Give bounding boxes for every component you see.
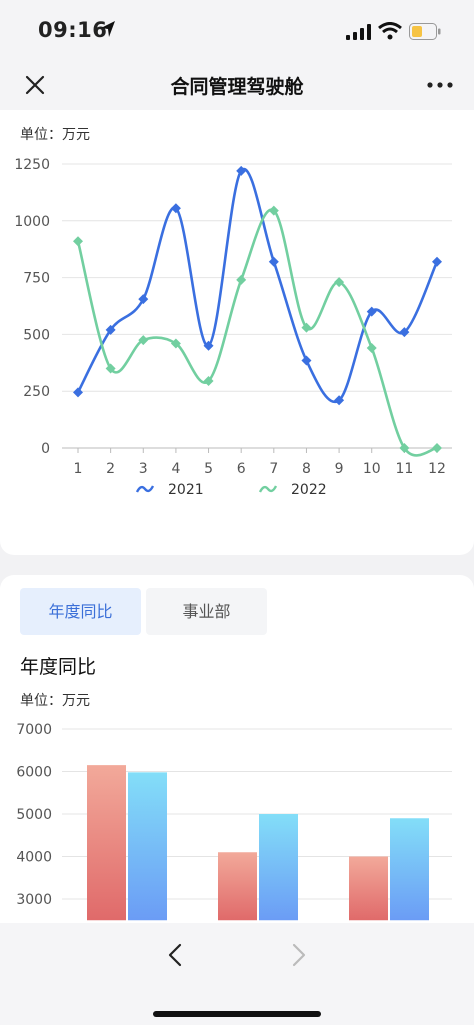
x-tick-label: 2 — [106, 461, 115, 477]
data-point — [138, 335, 149, 346]
more-dots-icon[interactable] — [426, 74, 454, 96]
legend-label: 2021 — [168, 482, 204, 498]
bar — [218, 852, 257, 921]
data-point — [334, 277, 345, 288]
data-point — [301, 355, 312, 366]
y-tick-label: 500 — [23, 327, 50, 343]
chevron-left-icon[interactable] — [160, 939, 192, 971]
x-tick-label: 11 — [395, 461, 413, 477]
data-point — [334, 395, 345, 406]
data-point — [432, 443, 442, 453]
close-icon[interactable] — [22, 72, 48, 98]
location-arrow-icon — [101, 21, 115, 37]
x-tick-label: 12 — [428, 461, 446, 477]
y-tick-label: 250 — [23, 384, 50, 400]
data-point — [203, 340, 214, 351]
tab-business-unit[interactable]: 事业部 — [146, 588, 267, 635]
y-tick-label: 0 — [41, 441, 50, 457]
data-point — [236, 274, 247, 285]
x-tick-label: 5 — [204, 461, 213, 477]
data-point — [105, 363, 116, 374]
data-point — [366, 306, 377, 317]
y-tick-label: 1250 — [14, 157, 50, 173]
page-title: 合同管理驾驶舱 — [170, 76, 304, 98]
x-tick-label: 7 — [269, 461, 278, 477]
y-tick-label: 7000 — [16, 722, 52, 738]
x-tick-label: 10 — [363, 461, 381, 477]
chevron-right-icon[interactable] — [282, 939, 314, 971]
bar — [87, 765, 126, 921]
data-point — [268, 205, 279, 216]
y-tick-label: 5000 — [16, 807, 52, 823]
bar-chart-card: 年度同比 事业部 年度同比 单位：万元 3000 4000 5000 6000 7000 — [0, 575, 474, 975]
x-tick-label: 4 — [171, 461, 180, 477]
y-tick-label: 6000 — [16, 765, 52, 781]
bar — [259, 814, 298, 921]
x-tick-label: 3 — [139, 461, 148, 477]
bottom-toolbar — [0, 923, 474, 1025]
cellular-signal-icon — [346, 24, 371, 40]
data-point — [399, 443, 410, 453]
legend-icon — [258, 485, 278, 493]
y-tick-label: 750 — [23, 271, 50, 287]
data-point — [73, 236, 83, 247]
data-point — [170, 338, 181, 349]
tab-annual-yoy[interactable]: 年度同比 — [20, 588, 141, 635]
data-point — [170, 203, 181, 214]
legend-icon — [135, 485, 155, 493]
series-line-2021 — [76, 167, 439, 404]
bar — [349, 856, 388, 921]
data-point — [73, 387, 83, 398]
data-point — [366, 343, 377, 354]
bar-chart-unit: 单位：万元 — [20, 693, 90, 709]
bar-chart: 3000 4000 5000 6000 7000 — [16, 722, 452, 921]
x-tick-label: 6 — [237, 461, 246, 477]
x-tick-label: 9 — [335, 461, 344, 477]
data-point — [105, 324, 116, 335]
data-point — [301, 322, 312, 333]
section-title: 年度同比 — [20, 656, 97, 678]
nav-bar: 合同管理驾驶舱 — [0, 62, 474, 110]
data-point — [138, 294, 149, 305]
x-tick-label: 8 — [302, 461, 311, 477]
y-tick-label: 4000 — [16, 850, 52, 866]
line-chart-card: 单位：万元 0 250 500 750 1000 1250 1 2 3 4 5 6 7 8 9 10 11 12 2… — [0, 110, 474, 555]
data-point — [203, 375, 214, 386]
bar — [390, 818, 429, 921]
y-tick-label: 1000 — [14, 214, 50, 230]
battery-icon — [409, 23, 441, 40]
status-bar: 09:16 — [0, 0, 474, 62]
data-point — [399, 327, 410, 338]
series-line-2022 — [76, 208, 438, 457]
home-indicator — [153, 1011, 321, 1017]
bar — [128, 772, 167, 921]
x-tick-label: 1 — [74, 461, 83, 477]
line-chart-unit: 单位：万元 — [20, 127, 90, 143]
data-point — [432, 256, 442, 267]
data-point — [268, 256, 279, 267]
legend-label: 2022 — [291, 482, 327, 498]
y-tick-label: 3000 — [16, 892, 52, 908]
data-point — [236, 165, 247, 176]
status-time: 09:16 — [38, 18, 108, 42]
wifi-icon — [378, 22, 402, 40]
